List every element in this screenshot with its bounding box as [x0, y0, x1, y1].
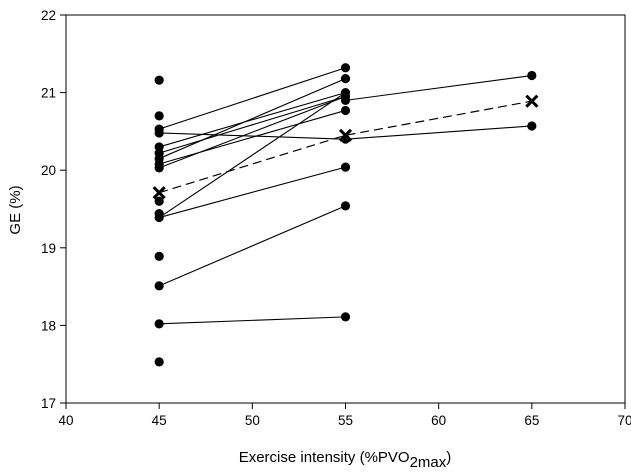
x-tick-label: 65 [524, 413, 539, 428]
subject-line [159, 92, 346, 148]
data-point [340, 95, 351, 105]
data-point [154, 196, 164, 206]
y-tick-label: 17 [41, 396, 56, 411]
data-point [154, 319, 164, 329]
data-point [154, 212, 164, 223]
data-point [340, 312, 351, 322]
x-tick-label: 40 [58, 413, 73, 428]
x-axis-title-subscript: 2max [410, 454, 447, 471]
mean-line [158, 100, 532, 194]
y-axis-title: GE (%) [7, 185, 24, 234]
data-point [154, 281, 164, 291]
x-axis-title: Exercise intensity (%PVO2max) [239, 449, 452, 471]
subject-line [159, 316, 346, 325]
subject-line [158, 95, 346, 169]
mean-marker [525, 94, 539, 108]
x-axis-title-close: ) [446, 449, 451, 466]
subject-line [158, 78, 346, 160]
subject-line [158, 92, 346, 218]
data-point [154, 75, 164, 85]
subject-line [159, 109, 346, 165]
plot-area [152, 63, 539, 367]
data-point [340, 74, 351, 84]
y-tick-label: 22 [41, 8, 56, 23]
x-tick-label: 70 [617, 413, 631, 428]
mean-marker [152, 186, 166, 200]
mean-marker [338, 128, 353, 142]
data-point [340, 105, 351, 116]
subject-line [159, 95, 346, 154]
subject-line [158, 67, 346, 130]
data-point [527, 70, 537, 81]
data-point [154, 111, 164, 121]
data-point [154, 251, 164, 261]
y-tick-label: 20 [41, 163, 56, 178]
y-tick-label: 21 [41, 86, 56, 101]
subject-line [158, 205, 346, 287]
data-point [154, 128, 164, 138]
subject-line [345, 74, 532, 101]
data-point [527, 121, 537, 131]
data-point [154, 357, 164, 367]
data-point [340, 63, 351, 73]
y-tick-label: 18 [41, 318, 56, 333]
x-tick-label: 45 [152, 413, 167, 428]
x-tick-label: 50 [245, 413, 260, 428]
axes: 40 45 50 55 60 65 70 17 18 19 20 21 22 [41, 8, 631, 428]
data-point [340, 201, 351, 211]
subject-line [159, 166, 346, 219]
x-tick-label: 55 [338, 413, 353, 428]
x-tick-label: 60 [431, 413, 446, 428]
x-axis-title-main: Exercise intensity (%PVO [239, 449, 410, 466]
y-tick-label: 19 [41, 241, 56, 256]
data-point [340, 162, 351, 172]
data-point [154, 163, 164, 173]
